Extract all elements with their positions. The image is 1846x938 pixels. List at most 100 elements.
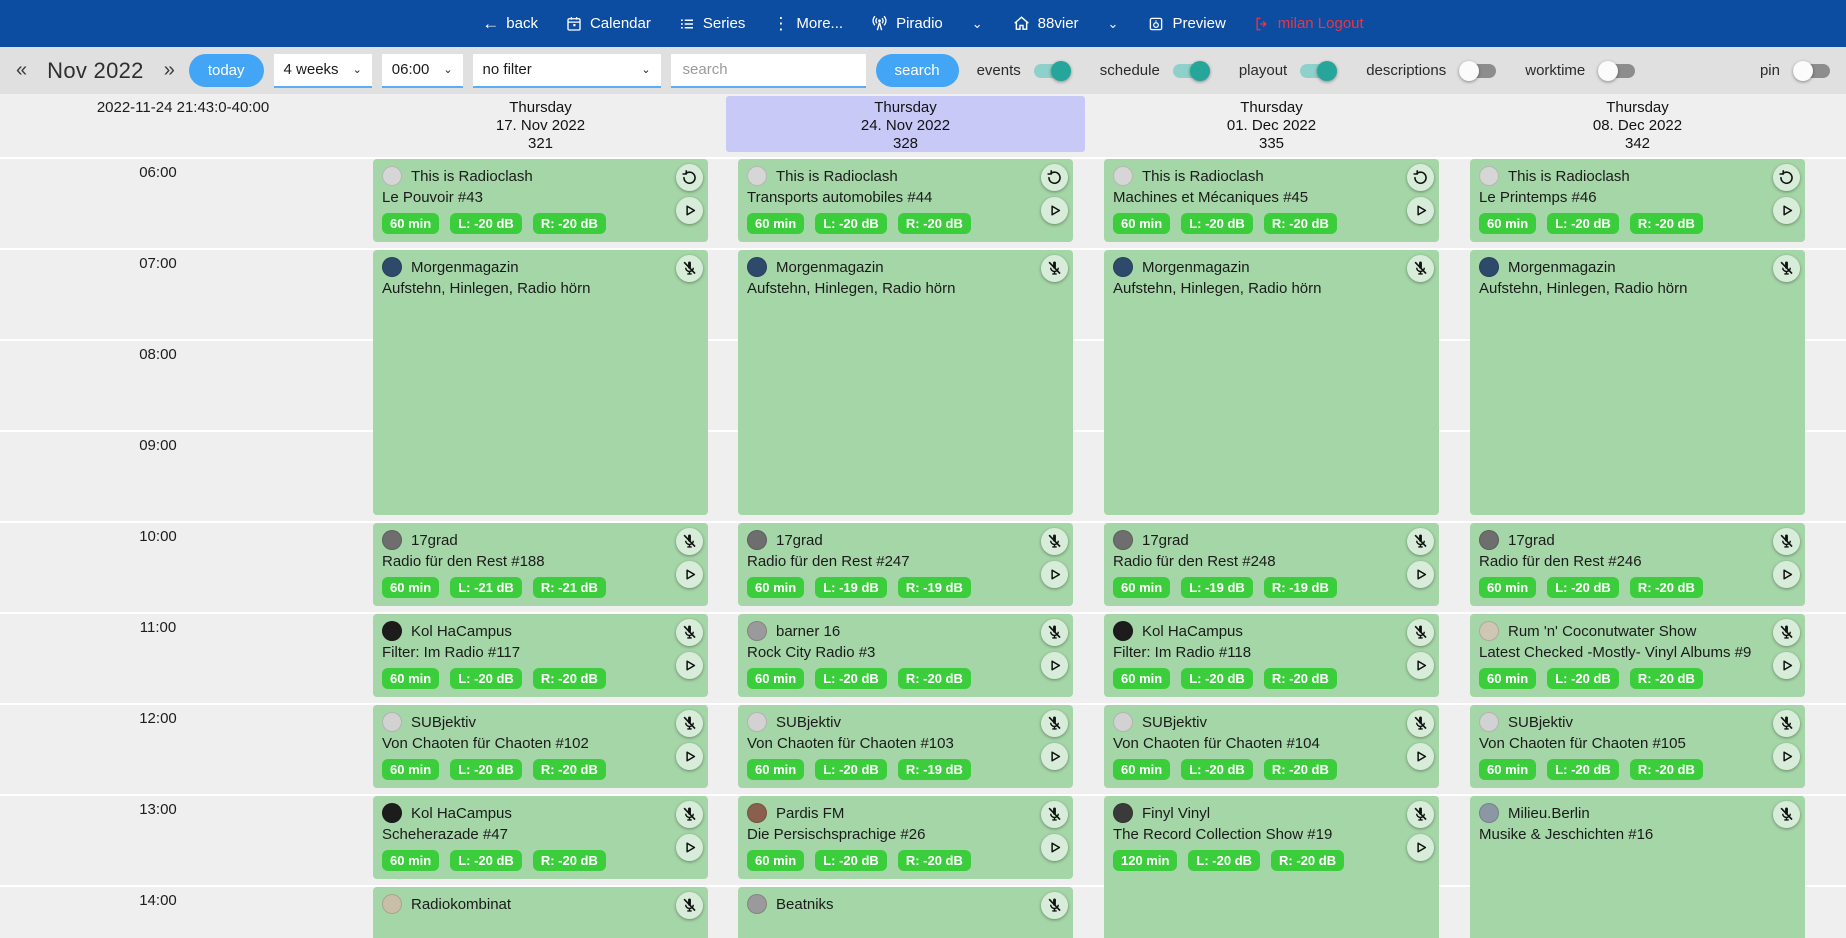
event-card[interactable]: Morgenmagazin Aufstehn, Hinlegen, Radio h…	[738, 250, 1073, 515]
logout-button[interactable]: milan Logout	[1253, 15, 1364, 33]
preview-button[interactable]: Preview	[1147, 15, 1226, 33]
play-icon[interactable]	[676, 197, 703, 224]
mic-off-icon[interactable]	[1041, 710, 1068, 737]
station-menu-chevron-icon[interactable]: ⌄	[971, 15, 983, 31]
play-icon[interactable]	[676, 561, 703, 588]
today-button[interactable]: today	[188, 54, 264, 87]
search-input[interactable]	[670, 53, 866, 88]
play-icon[interactable]	[1407, 743, 1434, 770]
event-card[interactable]: Beatniks	[738, 887, 1073, 938]
playout-toggle[interactable]	[1300, 60, 1338, 81]
event-card[interactable]: Kol HaCampus Filter: Im Radio #118 60 min L…	[1104, 614, 1439, 697]
mic-off-icon[interactable]	[1041, 801, 1068, 828]
event-card[interactable]: Morgenmagazin Aufstehn, Hinlegen, Radio h…	[1104, 250, 1439, 515]
play-icon[interactable]	[1041, 743, 1068, 770]
range-select[interactable]: 4 weeks ⌄	[273, 53, 372, 88]
mic-off-icon[interactable]	[1041, 892, 1068, 919]
station-menu[interactable]: Piradio	[870, 14, 943, 33]
nav-more[interactable]: ⋮ More...	[772, 14, 843, 34]
event-card[interactable]: Pardis FM Die Persischsprachige #26 60 min…	[738, 796, 1073, 879]
mic-off-icon[interactable]	[676, 710, 703, 737]
event-card[interactable]: This is Radioclash Transports automobiles…	[738, 159, 1073, 242]
play-icon[interactable]	[1407, 197, 1434, 224]
day-header[interactable]: Thursday 24. Nov 2022 328	[726, 96, 1085, 152]
play-icon[interactable]	[1773, 652, 1800, 679]
mic-off-icon[interactable]	[1407, 801, 1434, 828]
event-card[interactable]: 17grad Radio für den Rest #246 60 min L: -2…	[1470, 523, 1805, 606]
event-card[interactable]: 17grad Radio für den Rest #188 60 min L: -2…	[373, 523, 708, 606]
mic-off-icon[interactable]	[676, 619, 703, 646]
replay-icon[interactable]	[1041, 164, 1068, 191]
event-card[interactable]: Finyl Vinyl The Record Collection Show #1…	[1104, 796, 1439, 938]
event-card[interactable]: barner 16 Rock City Radio #3 60 min L: -20 …	[738, 614, 1073, 697]
back-button[interactable]: ← back	[482, 14, 538, 34]
mic-off-icon[interactable]	[1773, 801, 1800, 828]
worktime-toggle[interactable]	[1598, 60, 1636, 81]
mic-off-icon[interactable]	[1773, 528, 1800, 555]
event-card[interactable]: Milieu.Berlin Musike & Jeschichten #16	[1470, 796, 1805, 938]
mic-off-icon[interactable]	[1041, 528, 1068, 555]
mic-off-icon[interactable]	[1407, 619, 1434, 646]
play-icon[interactable]	[1407, 652, 1434, 679]
event-card[interactable]: 17grad Radio für den Rest #247 60 min L: -1…	[738, 523, 1073, 606]
event-card[interactable]: SUBjektiv Von Chaoten für Chaoten #105 60 …	[1470, 705, 1805, 788]
event-card[interactable]: Morgenmagazin Aufstehn, Hinlegen, Radio h…	[373, 250, 708, 515]
event-card[interactable]: SUBjektiv Von Chaoten für Chaoten #104 60 …	[1104, 705, 1439, 788]
filter-select[interactable]: no filter ⌄	[472, 53, 661, 88]
play-icon[interactable]	[1041, 561, 1068, 588]
play-icon[interactable]	[676, 834, 703, 861]
schedule-toggle[interactable]	[1172, 60, 1210, 81]
mic-off-icon[interactable]	[1041, 255, 1068, 282]
day-header[interactable]: Thursday 17. Nov 2022 321	[361, 96, 720, 152]
play-icon[interactable]	[1773, 743, 1800, 770]
mic-off-icon[interactable]	[1407, 255, 1434, 282]
descriptions-toggle[interactable]	[1459, 60, 1497, 81]
replay-icon[interactable]	[1773, 164, 1800, 191]
channel-menu[interactable]: 88vier	[1012, 14, 1079, 33]
play-icon[interactable]	[1041, 652, 1068, 679]
play-icon[interactable]	[676, 743, 703, 770]
pin-toggle[interactable]	[1793, 60, 1830, 81]
mic-off-icon[interactable]	[1773, 255, 1800, 282]
play-icon[interactable]	[1407, 561, 1434, 588]
mic-off-icon[interactable]	[1773, 619, 1800, 646]
event-card[interactable]: SUBjektiv Von Chaoten für Chaoten #103 60 …	[738, 705, 1073, 788]
events-toggle[interactable]	[1033, 60, 1071, 81]
mic-off-icon[interactable]	[1773, 710, 1800, 737]
event-card[interactable]: Rum 'n' Coconutwater Show Latest Checked …	[1470, 614, 1805, 697]
event-card[interactable]: SUBjektiv Von Chaoten für Chaoten #102 60 …	[373, 705, 708, 788]
event-card[interactable]: Kol HaCampus Filter: Im Radio #117 60 min L…	[373, 614, 708, 697]
replay-icon[interactable]	[676, 164, 703, 191]
nav-series[interactable]: Series	[678, 15, 745, 33]
day-header[interactable]: Thursday 08. Dec 2022 342	[1458, 96, 1817, 152]
event-card[interactable]: This is Radioclash Le Pouvoir #43 60 min L:…	[373, 159, 708, 242]
play-icon[interactable]	[1041, 834, 1068, 861]
mic-off-icon[interactable]	[1407, 528, 1434, 555]
nav-calendar[interactable]: Calendar	[565, 15, 651, 33]
event-card[interactable]: 17grad Radio für den Rest #248 60 min L: -1…	[1104, 523, 1439, 606]
mic-off-icon[interactable]	[1041, 619, 1068, 646]
channel-menu-chevron-icon[interactable]: ⌄	[1107, 15, 1119, 31]
event-card[interactable]: Morgenmagazin Aufstehn, Hinlegen, Radio h…	[1470, 250, 1805, 515]
start-time-select[interactable]: 06:00 ⌄	[381, 53, 463, 88]
search-button[interactable]: search	[875, 54, 959, 87]
event-card[interactable]: This is Radioclash Machines et Mécaniques…	[1104, 159, 1439, 242]
play-icon[interactable]	[1041, 197, 1068, 224]
mic-off-icon[interactable]	[676, 892, 703, 919]
mic-off-icon[interactable]	[676, 528, 703, 555]
next-month-button[interactable]: »	[163, 59, 175, 81]
play-icon[interactable]	[1773, 197, 1800, 224]
mic-off-icon[interactable]	[676, 255, 703, 282]
mic-off-icon[interactable]	[1407, 710, 1434, 737]
play-icon[interactable]	[1773, 561, 1800, 588]
event-card[interactable]: Radiokombinat	[373, 887, 708, 938]
play-icon[interactable]	[676, 652, 703, 679]
play-icon[interactable]	[1407, 834, 1434, 861]
mic-off-icon[interactable]	[676, 801, 703, 828]
prev-month-button[interactable]: «	[16, 59, 28, 81]
event-card[interactable]: This is Radioclash Le Printemps #46 60 min…	[1470, 159, 1805, 242]
day-header[interactable]: Thursday 01. Dec 2022 335	[1092, 96, 1451, 152]
event-card[interactable]: Kol HaCampus Scheherazade #47 60 min L: -20…	[373, 796, 708, 879]
replay-icon[interactable]	[1407, 164, 1434, 191]
badge: R: -20 dB	[1271, 850, 1345, 871]
